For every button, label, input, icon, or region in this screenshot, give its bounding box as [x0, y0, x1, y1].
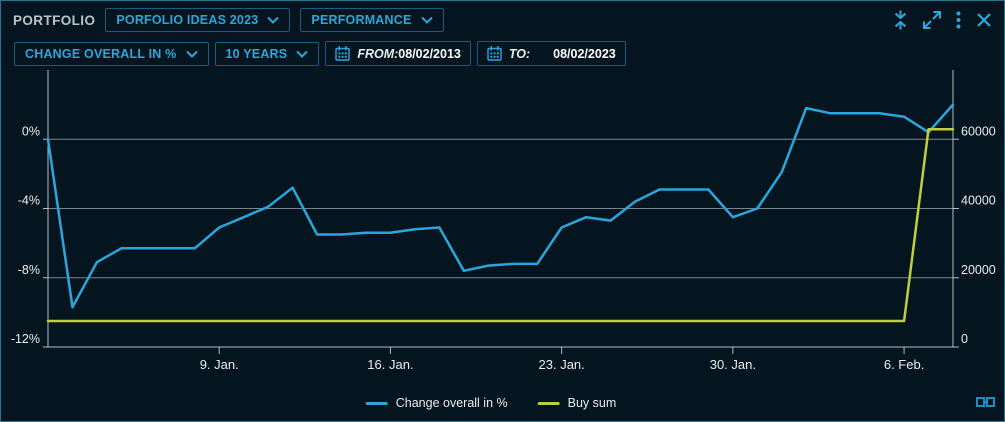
close-icon: [977, 13, 991, 27]
title-bar: PORTFOLIO PORFOLIO IDEAS 2023 PERFORMANC…: [1, 1, 1004, 39]
x-axis-label: 23. Jan.: [539, 357, 585, 372]
chevron-down-icon: [296, 50, 309, 58]
left-axis-label: 0%: [22, 124, 40, 138]
view-select-label: PERFORMANCE: [311, 13, 412, 27]
x-axis-label: 16. Jan.: [367, 357, 413, 372]
close-button[interactable]: [976, 12, 992, 28]
date-to-value: 08/02/2023: [553, 46, 616, 61]
legend-label: Change overall in %: [395, 396, 508, 410]
x-axis-label: 6. Feb.: [884, 357, 924, 372]
legend-item-change-overall[interactable]: Change overall in %: [365, 396, 508, 410]
blue-line-swatch: [365, 401, 388, 405]
date-from-field[interactable]: FROM: 08/02/2013: [325, 41, 471, 66]
view-select-dropdown[interactable]: PERFORMANCE: [300, 8, 444, 32]
expand-icon: [923, 11, 941, 29]
more-options-button[interactable]: [956, 11, 961, 29]
chevron-down-icon: [267, 16, 280, 24]
portfolio-select-dropdown[interactable]: PORFOLIO IDEAS 2023: [105, 8, 291, 32]
time-range-label: 10 YEARS: [225, 46, 288, 61]
metric-dropdown[interactable]: CHANGE OVERALL IN %: [14, 41, 209, 66]
chart-legend: Change overall in % Buy sum: [365, 396, 617, 410]
yellow-line-swatch: [537, 401, 560, 405]
calendar-icon: [335, 46, 351, 61]
series-buy-sum: [46, 127, 955, 323]
series-change-overall-in-: [46, 103, 955, 309]
left-axis-label: -8%: [18, 263, 40, 277]
left-axis-label: -4%: [18, 194, 40, 208]
collapse-vertical-icon: [894, 10, 907, 30]
metric-dropdown-label: CHANGE OVERALL IN %: [25, 46, 177, 61]
right-axis-label: 40000: [961, 194, 996, 208]
expand-button[interactable]: [923, 11, 941, 29]
portfolio-select-label: PORFOLIO IDEAS 2023: [116, 13, 259, 27]
legend-item-buy-sum[interactable]: Buy sum: [537, 396, 617, 410]
chevron-down-icon: [185, 50, 198, 58]
date-from-value: 08/02/2013: [398, 46, 461, 61]
legend-label: Buy sum: [567, 396, 617, 410]
right-axis-label: 0: [961, 332, 968, 346]
chevron-down-icon: [420, 16, 433, 24]
collapse-button[interactable]: [893, 10, 908, 30]
date-to-label: TO:: [508, 46, 531, 61]
x-axis-label: 30. Jan.: [710, 357, 756, 372]
date-to-field[interactable]: TO: 08/02/2023: [476, 41, 626, 66]
brand-logo-icon: [976, 397, 995, 407]
left-axis-label: -12%: [11, 332, 40, 346]
calendar-icon: [487, 46, 502, 61]
more-options-icon: [956, 11, 961, 29]
right-axis-label: 60000: [961, 124, 996, 138]
widget-title: PORTFOLIO: [13, 12, 96, 28]
date-from-label: FROM:: [357, 46, 399, 61]
window-controls: [893, 10, 992, 30]
time-range-dropdown[interactable]: 10 YEARS: [214, 41, 320, 66]
right-axis-label: 20000: [961, 263, 996, 277]
x-axis-label: 9. Jan.: [200, 357, 239, 372]
chart-toolbar: CHANGE OVERALL IN % 10 YEARS: [1, 39, 1004, 66]
